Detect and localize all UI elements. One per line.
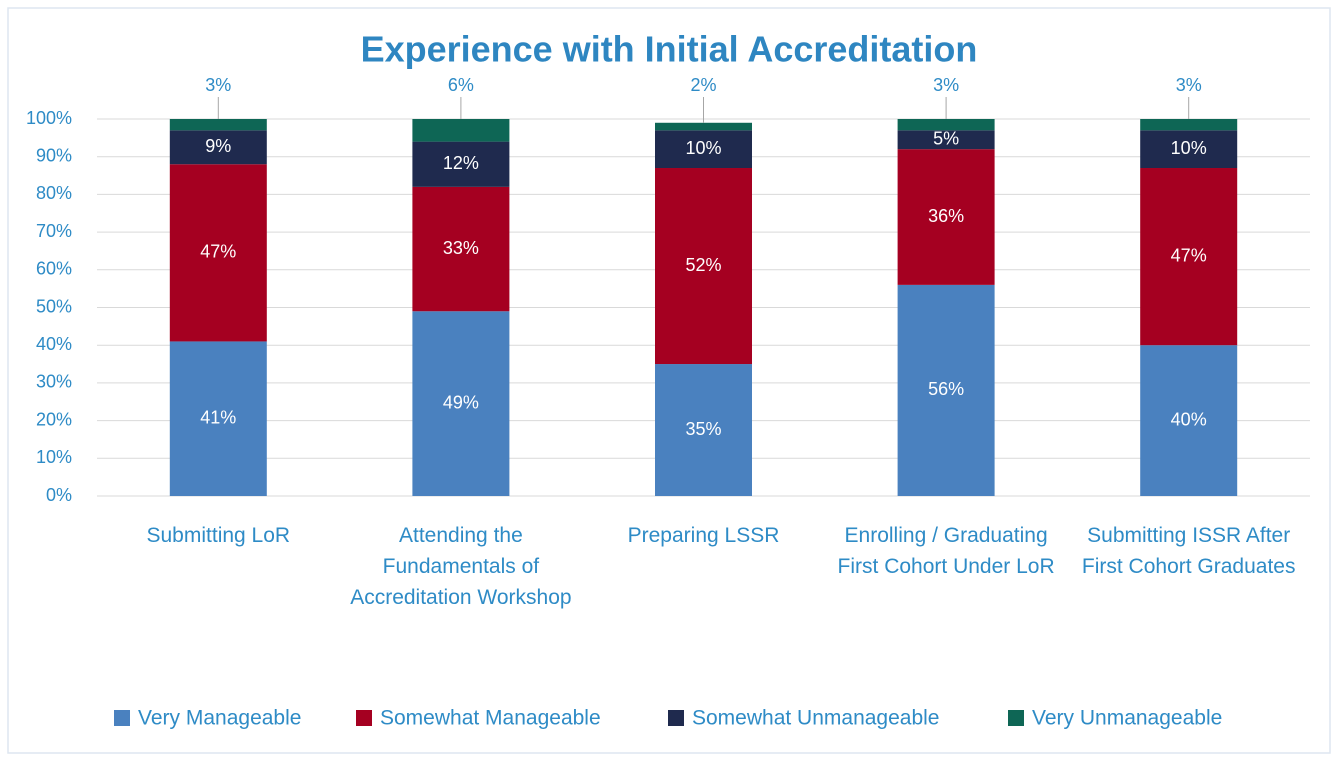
x-tick-label: Preparing LSSR bbox=[627, 524, 780, 547]
bar-segment bbox=[897, 130, 995, 150]
legend-swatch bbox=[668, 710, 684, 726]
data-label: 49% bbox=[443, 392, 479, 412]
data-label: 10% bbox=[1171, 138, 1207, 158]
y-tick-label: 20% bbox=[36, 409, 72, 429]
bar-segment bbox=[169, 341, 267, 496]
y-tick-label: 30% bbox=[36, 372, 72, 392]
legend-swatch bbox=[1008, 710, 1024, 726]
bar-segment bbox=[655, 122, 752, 131]
bar-segment bbox=[169, 164, 267, 342]
bar-segment bbox=[1140, 119, 1238, 131]
data-label: 56% bbox=[928, 379, 964, 399]
data-label: 3% bbox=[1176, 75, 1202, 95]
bar-segment bbox=[897, 149, 995, 285]
data-label: 3% bbox=[205, 75, 231, 95]
bar-segment bbox=[169, 119, 267, 131]
legend-swatch bbox=[356, 710, 372, 726]
bar-segment bbox=[1140, 345, 1238, 496]
bar-segment bbox=[412, 311, 510, 496]
bar-segment bbox=[169, 130, 267, 165]
data-label: 40% bbox=[1171, 409, 1207, 429]
bar-segment bbox=[655, 364, 752, 496]
bar-segment bbox=[655, 168, 752, 365]
y-tick-label: 10% bbox=[36, 447, 72, 467]
x-tick-label: Submitting ISSR After First Cohort Gradu… bbox=[1081, 524, 1296, 578]
data-label: 3% bbox=[933, 75, 959, 95]
y-tick-label: 90% bbox=[36, 145, 72, 165]
legend-label: Somewhat Unmanageable bbox=[692, 707, 940, 730]
bar-segment bbox=[412, 141, 510, 187]
y-tick-label: 70% bbox=[36, 221, 72, 241]
bar-segment bbox=[412, 119, 510, 142]
data-label: 41% bbox=[200, 407, 236, 427]
y-tick-label: 80% bbox=[36, 183, 72, 203]
bar-segment bbox=[1140, 130, 1238, 169]
y-tick-label: 0% bbox=[46, 485, 72, 505]
data-label: 12% bbox=[443, 153, 479, 173]
data-label: 33% bbox=[443, 238, 479, 258]
bar-segment bbox=[897, 284, 995, 496]
y-tick-label: 100% bbox=[26, 108, 72, 128]
bar-segment bbox=[897, 119, 995, 131]
data-label: 2% bbox=[690, 75, 716, 95]
legend-label: Very Unmanageable bbox=[1032, 707, 1222, 730]
data-label: 47% bbox=[1171, 245, 1207, 265]
data-label: 5% bbox=[933, 128, 959, 148]
chart-title: Experience with Initial Accreditation bbox=[361, 29, 978, 70]
data-label: 9% bbox=[205, 136, 231, 156]
legend-label: Somewhat Manageable bbox=[380, 707, 601, 730]
data-label: 6% bbox=[448, 75, 474, 95]
bar-segment bbox=[1140, 168, 1238, 346]
y-tick-label: 40% bbox=[36, 334, 72, 354]
data-label: 47% bbox=[200, 242, 236, 262]
legend-swatch bbox=[114, 710, 130, 726]
y-tick-label: 50% bbox=[36, 296, 72, 316]
x-tick-label: Enrolling / Graduating First Cohort Unde… bbox=[837, 524, 1055, 578]
data-label: 35% bbox=[685, 419, 721, 439]
x-tick-label: Attending the Fundamentals of Accreditat… bbox=[350, 524, 572, 609]
data-label: 36% bbox=[928, 206, 964, 226]
bar-segment bbox=[655, 130, 752, 169]
y-tick-label: 60% bbox=[36, 259, 72, 279]
x-tick-label: Submitting LoR bbox=[146, 524, 291, 547]
data-label: 10% bbox=[685, 138, 721, 158]
data-label: 52% bbox=[685, 255, 721, 275]
bar-segment bbox=[412, 186, 510, 312]
legend-label: Very Manageable bbox=[138, 707, 301, 730]
